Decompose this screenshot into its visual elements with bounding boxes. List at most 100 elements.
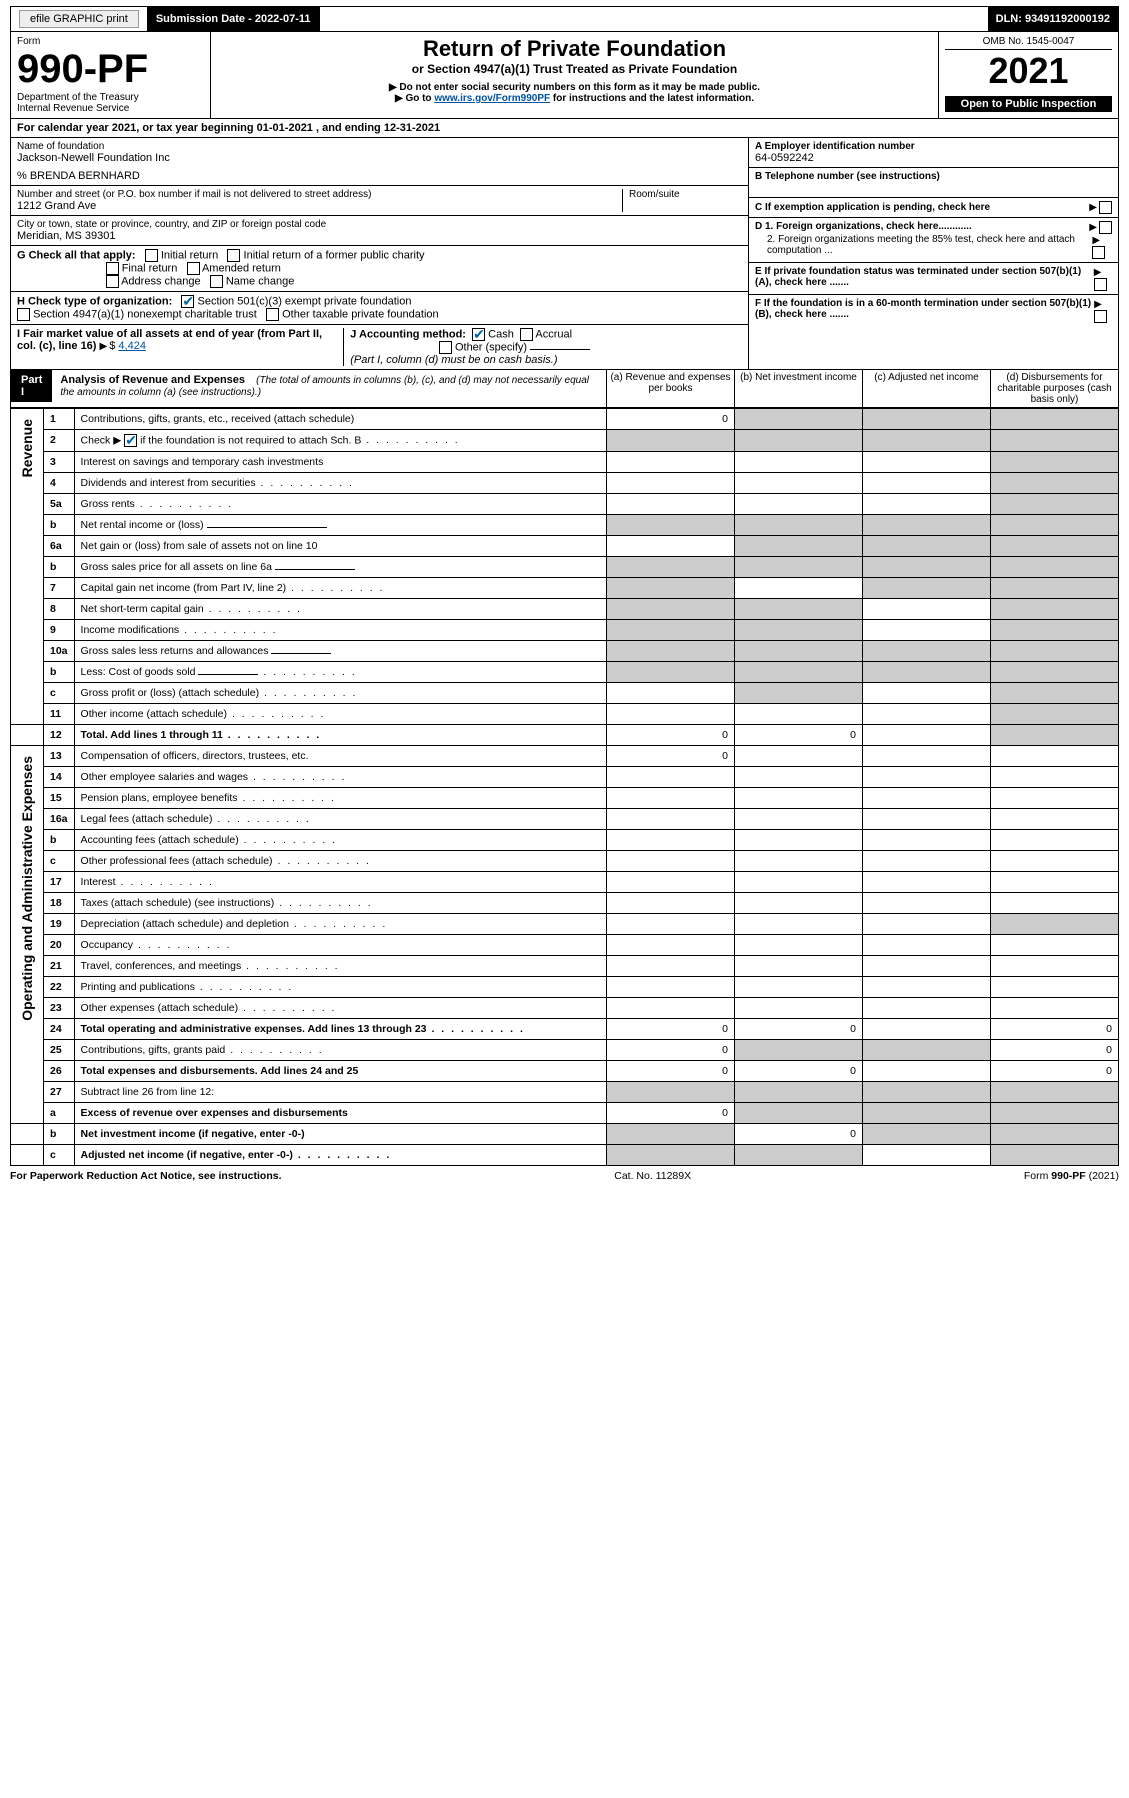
box-h: H Check type of organization: Section 50… (11, 292, 748, 325)
box-i-label: I Fair market value of all assets at end… (17, 328, 322, 352)
part1-label: Part I (11, 370, 52, 402)
fmv-link[interactable]: 4,424 (118, 340, 146, 352)
chk-initial-former[interactable] (227, 249, 240, 262)
expenses-side-label: Operating and Administrative Expenses (17, 750, 37, 1027)
dln: DLN: 93491192000192 (988, 7, 1118, 31)
dept-treasury: Department of the Treasury (17, 92, 204, 103)
chk-address-change[interactable] (106, 275, 119, 288)
table-row: bGross sales price for all assets on lin… (11, 557, 1119, 578)
box-a-label: A Employer identification number (755, 141, 1112, 152)
table-row: 14Other employee salaries and wages (11, 767, 1119, 788)
form990pf-link[interactable]: www.irs.gov/Form990PF (434, 93, 550, 104)
chk-other-method[interactable] (439, 341, 452, 354)
top-bar: efile GRAPHIC print Submission Date - 20… (10, 6, 1119, 32)
chk-d1[interactable] (1099, 221, 1112, 234)
box-b-label: B Telephone number (see instructions) (755, 171, 1112, 182)
form-number: 990-PF (17, 47, 204, 92)
efile-print: efile GRAPHIC print (11, 7, 148, 31)
table-row: 8Net short-term capital gain (11, 599, 1119, 620)
table-row: Operating and Administrative Expenses 13… (11, 746, 1119, 767)
part1-header: Part I Analysis of Revenue and Expenses … (10, 370, 1119, 408)
table-row: bLess: Cost of goods sold (11, 662, 1119, 683)
table-row: 3Interest on savings and temporary cash … (11, 452, 1119, 473)
chk-d2[interactable] (1092, 246, 1105, 259)
box-c-label: C If exemption application is pending, c… (755, 202, 990, 213)
care-of: % BRENDA BERNHARD (17, 170, 742, 182)
room-label: Room/suite (629, 189, 742, 200)
table-row: 12Total. Add lines 1 through 1100 (11, 725, 1119, 746)
chk-amended-return[interactable] (187, 262, 200, 275)
submission-date: Submission Date - 2022-07-11 (148, 7, 320, 31)
table-row: 19Depreciation (attach schedule) and dep… (11, 914, 1119, 935)
table-row: 17Interest (11, 872, 1119, 893)
chk-initial-return[interactable] (145, 249, 158, 262)
table-row: 2Check ▶ if the foundation is not requir… (11, 430, 1119, 452)
form-header: Form 990-PF Department of the Treasury I… (10, 32, 1119, 119)
revenue-side-label: Revenue (17, 413, 37, 483)
table-row: 11Other income (attach schedule) (11, 704, 1119, 725)
chk-other-taxable[interactable] (266, 308, 279, 321)
chk-accrual[interactable] (520, 328, 533, 341)
chk-e[interactable] (1094, 278, 1107, 291)
form-footer-label: Form 990-PF (2021) (1024, 1170, 1119, 1182)
calendar-year-row: For calendar year 2021, or tax year begi… (10, 119, 1119, 138)
col-d-header: (d) Disbursements for charitable purpose… (990, 370, 1118, 407)
warn-ssn: ▶ Do not enter social security numbers o… (217, 82, 932, 93)
table-row: 21Travel, conferences, and meetings (11, 956, 1119, 977)
chk-c[interactable] (1099, 201, 1112, 214)
table-row: 6aNet gain or (loss) from sale of assets… (11, 536, 1119, 557)
table-row: 7Capital gain net income (from Part IV, … (11, 578, 1119, 599)
col-b-header: (b) Net investment income (734, 370, 862, 407)
table-row: 23Other expenses (attach schedule) (11, 998, 1119, 1019)
table-row: Revenue 1Contributions, gifts, grants, e… (11, 409, 1119, 430)
table-row: cAdjusted net income (if negative, enter… (11, 1145, 1119, 1166)
box-g: G Check all that apply: Initial return I… (11, 246, 748, 292)
box-f-label: F If the foundation is in a 60-month ter… (755, 298, 1094, 323)
chk-4947a1[interactable] (17, 308, 30, 321)
table-row: 24Total operating and administrative exp… (11, 1019, 1119, 1040)
table-row: 4Dividends and interest from securities (11, 473, 1119, 494)
open-inspection: Open to Public Inspection (945, 96, 1112, 112)
chk-name-change[interactable] (210, 275, 223, 288)
ein-value: 64-0592242 (755, 152, 1112, 164)
identity-block: Name of foundation Jackson-Newell Founda… (10, 138, 1119, 370)
box-d1-label: D 1. Foreign organizations, check here..… (755, 221, 972, 234)
chk-f[interactable] (1094, 310, 1107, 323)
chk-501c3[interactable] (181, 295, 194, 308)
table-row: 22Printing and publications (11, 977, 1119, 998)
part1-table: Revenue 1Contributions, gifts, grants, e… (10, 408, 1119, 1166)
table-row: cOther professional fees (attach schedul… (11, 851, 1119, 872)
efile-print-button[interactable]: efile GRAPHIC print (19, 10, 139, 28)
box-d2-label: 2. Foreign organizations meeting the 85%… (755, 234, 1092, 259)
table-row: 26Total expenses and disbursements. Add … (11, 1061, 1119, 1082)
form-word: Form (17, 36, 204, 47)
table-row: 15Pension plans, employee benefits (11, 788, 1119, 809)
table-row: 9Income modifications (11, 620, 1119, 641)
city-state-zip: Meridian, MS 39301 (17, 230, 742, 242)
chk-sch-b[interactable] (124, 434, 137, 447)
box-e-label: E If private foundation status was termi… (755, 266, 1094, 291)
table-row: 27Subtract line 26 from line 12: (11, 1082, 1119, 1103)
chk-final-return[interactable] (106, 262, 119, 275)
chk-cash[interactable] (472, 328, 485, 341)
table-row: 18Taxes (attach schedule) (see instructi… (11, 893, 1119, 914)
page-footer: For Paperwork Reduction Act Notice, see … (10, 1166, 1119, 1186)
cat-number: Cat. No. 11289X (614, 1170, 691, 1182)
table-row: bNet rental income or (loss) (11, 515, 1119, 536)
table-row: bAccounting fees (attach schedule) (11, 830, 1119, 851)
paperwork-notice: For Paperwork Reduction Act Notice, see … (10, 1170, 282, 1182)
city-label: City or town, state or province, country… (17, 219, 742, 230)
warn-goto: ▶ Go to www.irs.gov/Form990PF for instru… (217, 93, 932, 104)
table-row: 16aLegal fees (attach schedule) (11, 809, 1119, 830)
tax-year: 2021 (945, 50, 1112, 92)
form-subtitle: or Section 4947(a)(1) Trust Treated as P… (217, 62, 932, 76)
table-row: 20Occupancy (11, 935, 1119, 956)
col-c-header: (c) Adjusted net income (862, 370, 990, 407)
street-address: 1212 Grand Ave (17, 200, 622, 212)
table-row: cGross profit or (loss) (attach schedule… (11, 683, 1119, 704)
box-j-label: J Accounting method: (350, 328, 466, 340)
form-title: Return of Private Foundation (217, 36, 932, 62)
table-row: aExcess of revenue over expenses and dis… (11, 1103, 1119, 1124)
name-label: Name of foundation (17, 141, 742, 152)
col-a-header: (a) Revenue and expenses per books (606, 370, 734, 407)
